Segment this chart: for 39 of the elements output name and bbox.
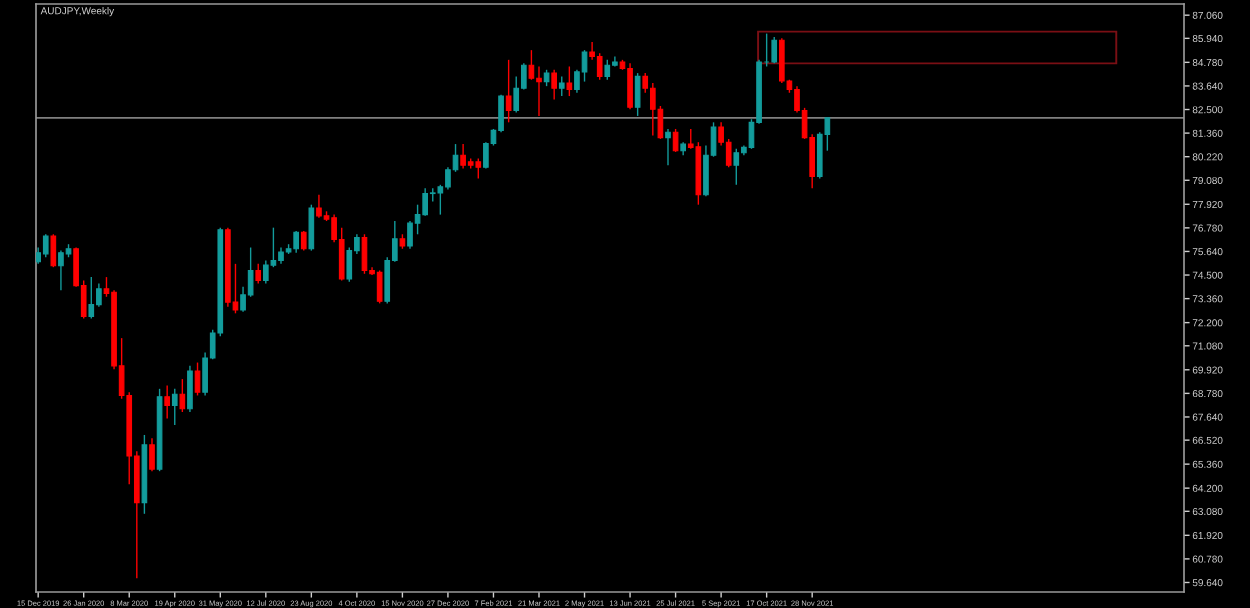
candlestick bbox=[771, 36, 778, 64]
candlestick bbox=[262, 259, 269, 285]
candlestick bbox=[300, 230, 307, 252]
candlestick bbox=[88, 276, 95, 320]
candlestick bbox=[179, 378, 186, 413]
candlestick bbox=[50, 233, 57, 268]
candlestick bbox=[778, 37, 785, 84]
candlestick bbox=[316, 194, 322, 219]
candlestick bbox=[581, 49, 588, 83]
candlestick bbox=[308, 203, 315, 252]
candlestick bbox=[407, 220, 413, 250]
candlestick bbox=[58, 249, 64, 291]
candlestick bbox=[558, 75, 565, 97]
candlestick bbox=[695, 141, 702, 206]
candlestick bbox=[566, 65, 573, 97]
candlestick bbox=[505, 59, 512, 124]
candlestick bbox=[422, 187, 429, 217]
candlestick bbox=[627, 62, 633, 111]
candlestick bbox=[604, 59, 611, 81]
candlestick bbox=[733, 148, 740, 186]
candlestick bbox=[293, 230, 300, 254]
candlestick bbox=[634, 72, 641, 117]
candlestick bbox=[596, 52, 603, 81]
candlestick bbox=[475, 157, 482, 180]
candlestick bbox=[194, 361, 201, 397]
candlestick bbox=[672, 128, 679, 153]
candlestick bbox=[528, 49, 535, 81]
candlestick bbox=[551, 69, 558, 101]
candlestick bbox=[649, 82, 656, 137]
candlestick bbox=[665, 128, 671, 166]
candlestick bbox=[255, 263, 262, 285]
candlestick bbox=[187, 365, 193, 413]
candlestick bbox=[42, 233, 49, 258]
candlestick bbox=[376, 269, 383, 305]
candlestick bbox=[536, 65, 542, 117]
candlestick bbox=[149, 437, 155, 472]
candlestick bbox=[460, 143, 466, 170]
candlestick bbox=[171, 388, 178, 426]
candlestick bbox=[164, 384, 171, 420]
